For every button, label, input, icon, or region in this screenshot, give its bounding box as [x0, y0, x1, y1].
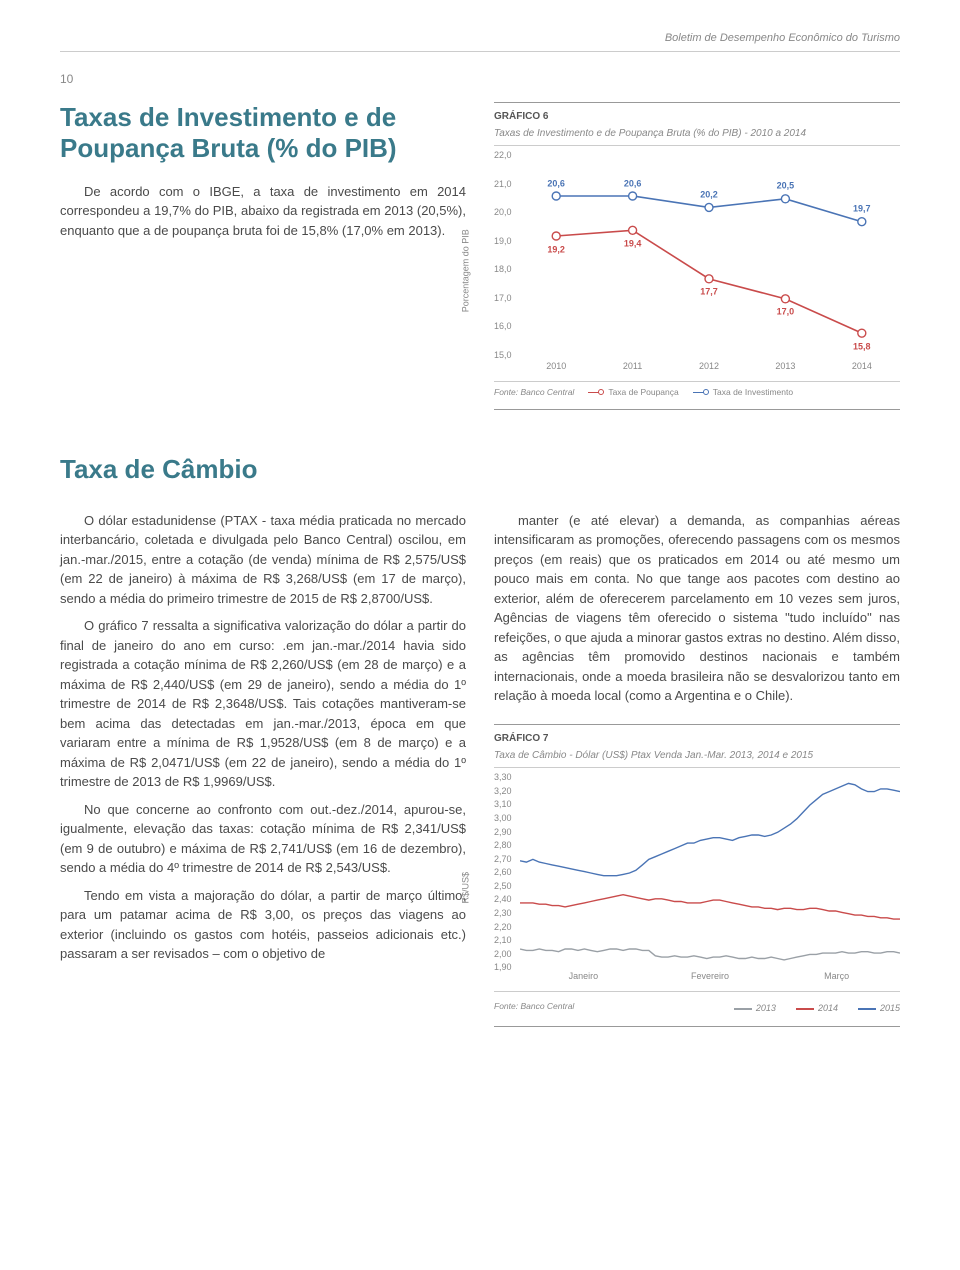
- chart6-xlabels: 20102011201220132014: [518, 360, 900, 374]
- page-number: 10: [60, 70, 900, 88]
- chart7-source: Fonte: Banco Central: [494, 1000, 574, 1013]
- chart6-footer: Fonte: Banco Central Taxa de Poupança Ta…: [494, 381, 900, 399]
- chart6-yaxis-label: Porcentagem do PIB: [459, 229, 473, 312]
- legend-text: 2015: [880, 1002, 900, 1016]
- legend-text: 2013: [756, 1002, 776, 1016]
- section2-para: O dólar estadunidense (PTAX - taxa média…: [60, 511, 466, 609]
- section2-title: Taxa de Câmbio: [60, 450, 900, 489]
- section1-para: De acordo com o IBGE, a taxa de investim…: [60, 182, 466, 241]
- chart7-xlabels: JaneiroFevereiroMarço: [520, 970, 900, 984]
- section2-para: No que concerne ao confronto com out.-de…: [60, 800, 466, 878]
- section2-left-col: O dólar estadunidense (PTAX - taxa média…: [60, 511, 466, 1027]
- chart6-subtitle: Taxas de Investimento e de Poupança Brut…: [494, 126, 900, 146]
- chart7-subtitle: Taxa de Câmbio - Dólar (US$) Ptax Venda …: [494, 748, 900, 768]
- legend-text: Taxa de Investimento: [713, 386, 793, 399]
- chart6-plot: 22,021,020,019,018,017,016,015,020,620,6…: [518, 156, 900, 356]
- section2-right-col: manter (e até elevar) a demanda, as comp…: [494, 511, 900, 1027]
- section2-para: O gráfico 7 ressalta a significativa val…: [60, 616, 466, 792]
- chart6-container: GRÁFICO 6 Taxas de Investimento e de Pou…: [494, 102, 900, 410]
- legend-text: Taxa de Poupança: [608, 386, 678, 399]
- bulletin-header: Boletim de Desempenho Econômico do Turis…: [60, 30, 900, 52]
- section1-title: Taxas de Investimento e de Poupança Brut…: [60, 102, 466, 164]
- chart7-container: GRÁFICO 7 Taxa de Câmbio - Dólar (US$) P…: [494, 724, 900, 1027]
- chart7-footer: Fonte: Banco Central 2013 2014 2015: [494, 991, 900, 1016]
- chart7-yaxis-label: R$/US$: [459, 871, 473, 903]
- legend-text: 2014: [818, 1002, 838, 1016]
- chart7-legend: 2013 2014 2015: [734, 1002, 900, 1016]
- chart6-label: GRÁFICO 6: [494, 109, 900, 124]
- section2-right-para: manter (e até elevar) a demanda, as comp…: [494, 511, 900, 706]
- chart7-plot: 3,303,203,103,002,902,802,702,602,502,40…: [520, 778, 900, 968]
- chart6-legend-poupanca: Taxa de Poupança: [588, 386, 678, 399]
- section2-para: Tendo em vista a majoração do dólar, a p…: [60, 886, 466, 964]
- chart6-source: Fonte: Banco Central: [494, 386, 574, 399]
- chart6-legend-investimento: Taxa de Investimento: [693, 386, 793, 399]
- chart7-label: GRÁFICO 7: [494, 731, 900, 746]
